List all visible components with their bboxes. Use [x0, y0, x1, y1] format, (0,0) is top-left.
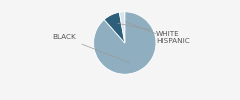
Text: WHITE: WHITE [118, 23, 180, 37]
Wedge shape [119, 12, 125, 43]
Wedge shape [104, 12, 125, 43]
Wedge shape [94, 12, 156, 74]
Text: HISPANIC: HISPANIC [126, 22, 190, 44]
Text: BLACK: BLACK [53, 34, 130, 63]
